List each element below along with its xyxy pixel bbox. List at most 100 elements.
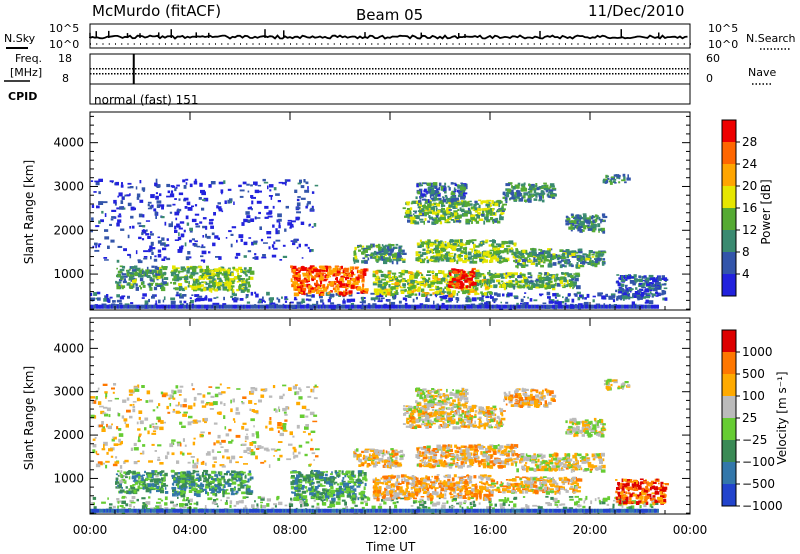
noise-sky-line — [89, 34, 688, 40]
echo-cell — [478, 244, 483, 247]
echo-cell — [395, 257, 400, 262]
echo-cell — [294, 296, 297, 301]
echo-cell — [448, 281, 454, 284]
echo-cell — [160, 268, 163, 272]
echo-cell — [461, 204, 464, 208]
echo-cell — [458, 281, 463, 283]
echo-cell — [644, 278, 647, 281]
echo-cell — [276, 297, 279, 300]
echo-cell — [322, 284, 326, 289]
echo-cell — [634, 279, 638, 283]
echo-cell — [376, 304, 379, 309]
echo-cell — [153, 304, 155, 309]
echo-cell — [620, 298, 623, 301]
echo-cell — [137, 222, 142, 225]
echo-cell — [227, 287, 230, 292]
echo-cell — [180, 276, 185, 279]
echo-cell — [431, 250, 434, 254]
echo-cell — [441, 210, 446, 213]
echo-cell — [527, 195, 531, 199]
echo-cell — [448, 253, 451, 257]
nave-dot — [255, 68, 257, 70]
echo-cell — [474, 292, 480, 295]
echo-cell — [539, 187, 544, 190]
echo-cell — [169, 211, 173, 214]
echo-cell — [469, 209, 472, 212]
echo-cell — [451, 198, 456, 202]
echo-cell — [176, 277, 181, 280]
echo-cell — [367, 257, 370, 261]
nave-dot — [204, 68, 206, 70]
echo-cell — [97, 244, 101, 248]
echo-cell — [471, 297, 477, 302]
echo-cell — [185, 256, 190, 261]
echo-cell — [514, 192, 517, 196]
echo-cell — [296, 286, 302, 289]
echo-cell — [240, 289, 245, 293]
echo-cell — [502, 196, 506, 199]
echo-cell — [221, 273, 226, 276]
freq-dot — [276, 73, 278, 75]
echo-cell — [135, 250, 138, 255]
echo-cell — [527, 296, 529, 299]
echo-cell — [580, 258, 583, 261]
echo-cell — [517, 184, 520, 188]
freq-dot — [672, 73, 674, 75]
echo-cell — [417, 201, 419, 206]
echo-cell — [653, 288, 658, 292]
echo-cell — [444, 286, 447, 289]
echo-cell — [472, 260, 478, 264]
echo-cell — [447, 242, 450, 247]
echo-cell — [651, 293, 656, 297]
echo-cell — [543, 255, 548, 260]
echo-cell — [535, 281, 538, 284]
echo-cell — [224, 273, 227, 277]
echo-cell — [240, 287, 245, 290]
freq-dot — [480, 73, 482, 75]
freq-tick-low: 8 — [62, 72, 69, 85]
echo-cell — [527, 280, 530, 284]
echo-cell — [520, 184, 523, 187]
echo-cell — [340, 304, 343, 309]
nave-dot — [429, 68, 431, 70]
echo-cell — [259, 304, 262, 309]
echo-cell — [201, 284, 204, 287]
echo-cell — [345, 287, 349, 290]
echo-cell — [373, 304, 376, 309]
echo-cell — [370, 297, 376, 300]
echo-cell — [487, 304, 490, 309]
echo-cell — [394, 277, 398, 281]
echo-cell — [485, 286, 490, 289]
echo-cell — [424, 199, 429, 203]
echo-cell — [303, 179, 306, 183]
echo-cell — [560, 259, 565, 262]
echo-cell — [432, 206, 435, 211]
echo-cell — [247, 207, 252, 210]
echo-cell — [422, 198, 426, 201]
echo-cell — [442, 200, 445, 205]
echo-cell — [366, 304, 368, 309]
echo-cell — [383, 260, 388, 265]
nave-dot — [291, 68, 293, 70]
echo-cell — [522, 286, 526, 289]
echo-cell — [189, 227, 193, 231]
nsearch-label: N.Search — [746, 32, 796, 45]
echo-cell — [424, 292, 427, 295]
echo-cell — [535, 304, 538, 309]
echo-cell — [439, 290, 443, 293]
echo-cell — [213, 279, 217, 283]
echo-cell — [520, 302, 523, 305]
echo-cell — [386, 299, 391, 302]
echo-cell — [566, 252, 569, 255]
echo-cell — [201, 304, 203, 309]
echo-cell — [427, 201, 432, 204]
echo-cell — [548, 280, 553, 283]
nave-dot — [243, 68, 245, 70]
echo-cell — [399, 304, 401, 309]
echo-cell — [146, 274, 150, 278]
echo-cell — [434, 189, 439, 194]
echo-cell — [311, 505, 315, 508]
echo-cell — [511, 253, 516, 255]
echo-cell — [154, 265, 158, 270]
echo-cell — [124, 194, 127, 197]
